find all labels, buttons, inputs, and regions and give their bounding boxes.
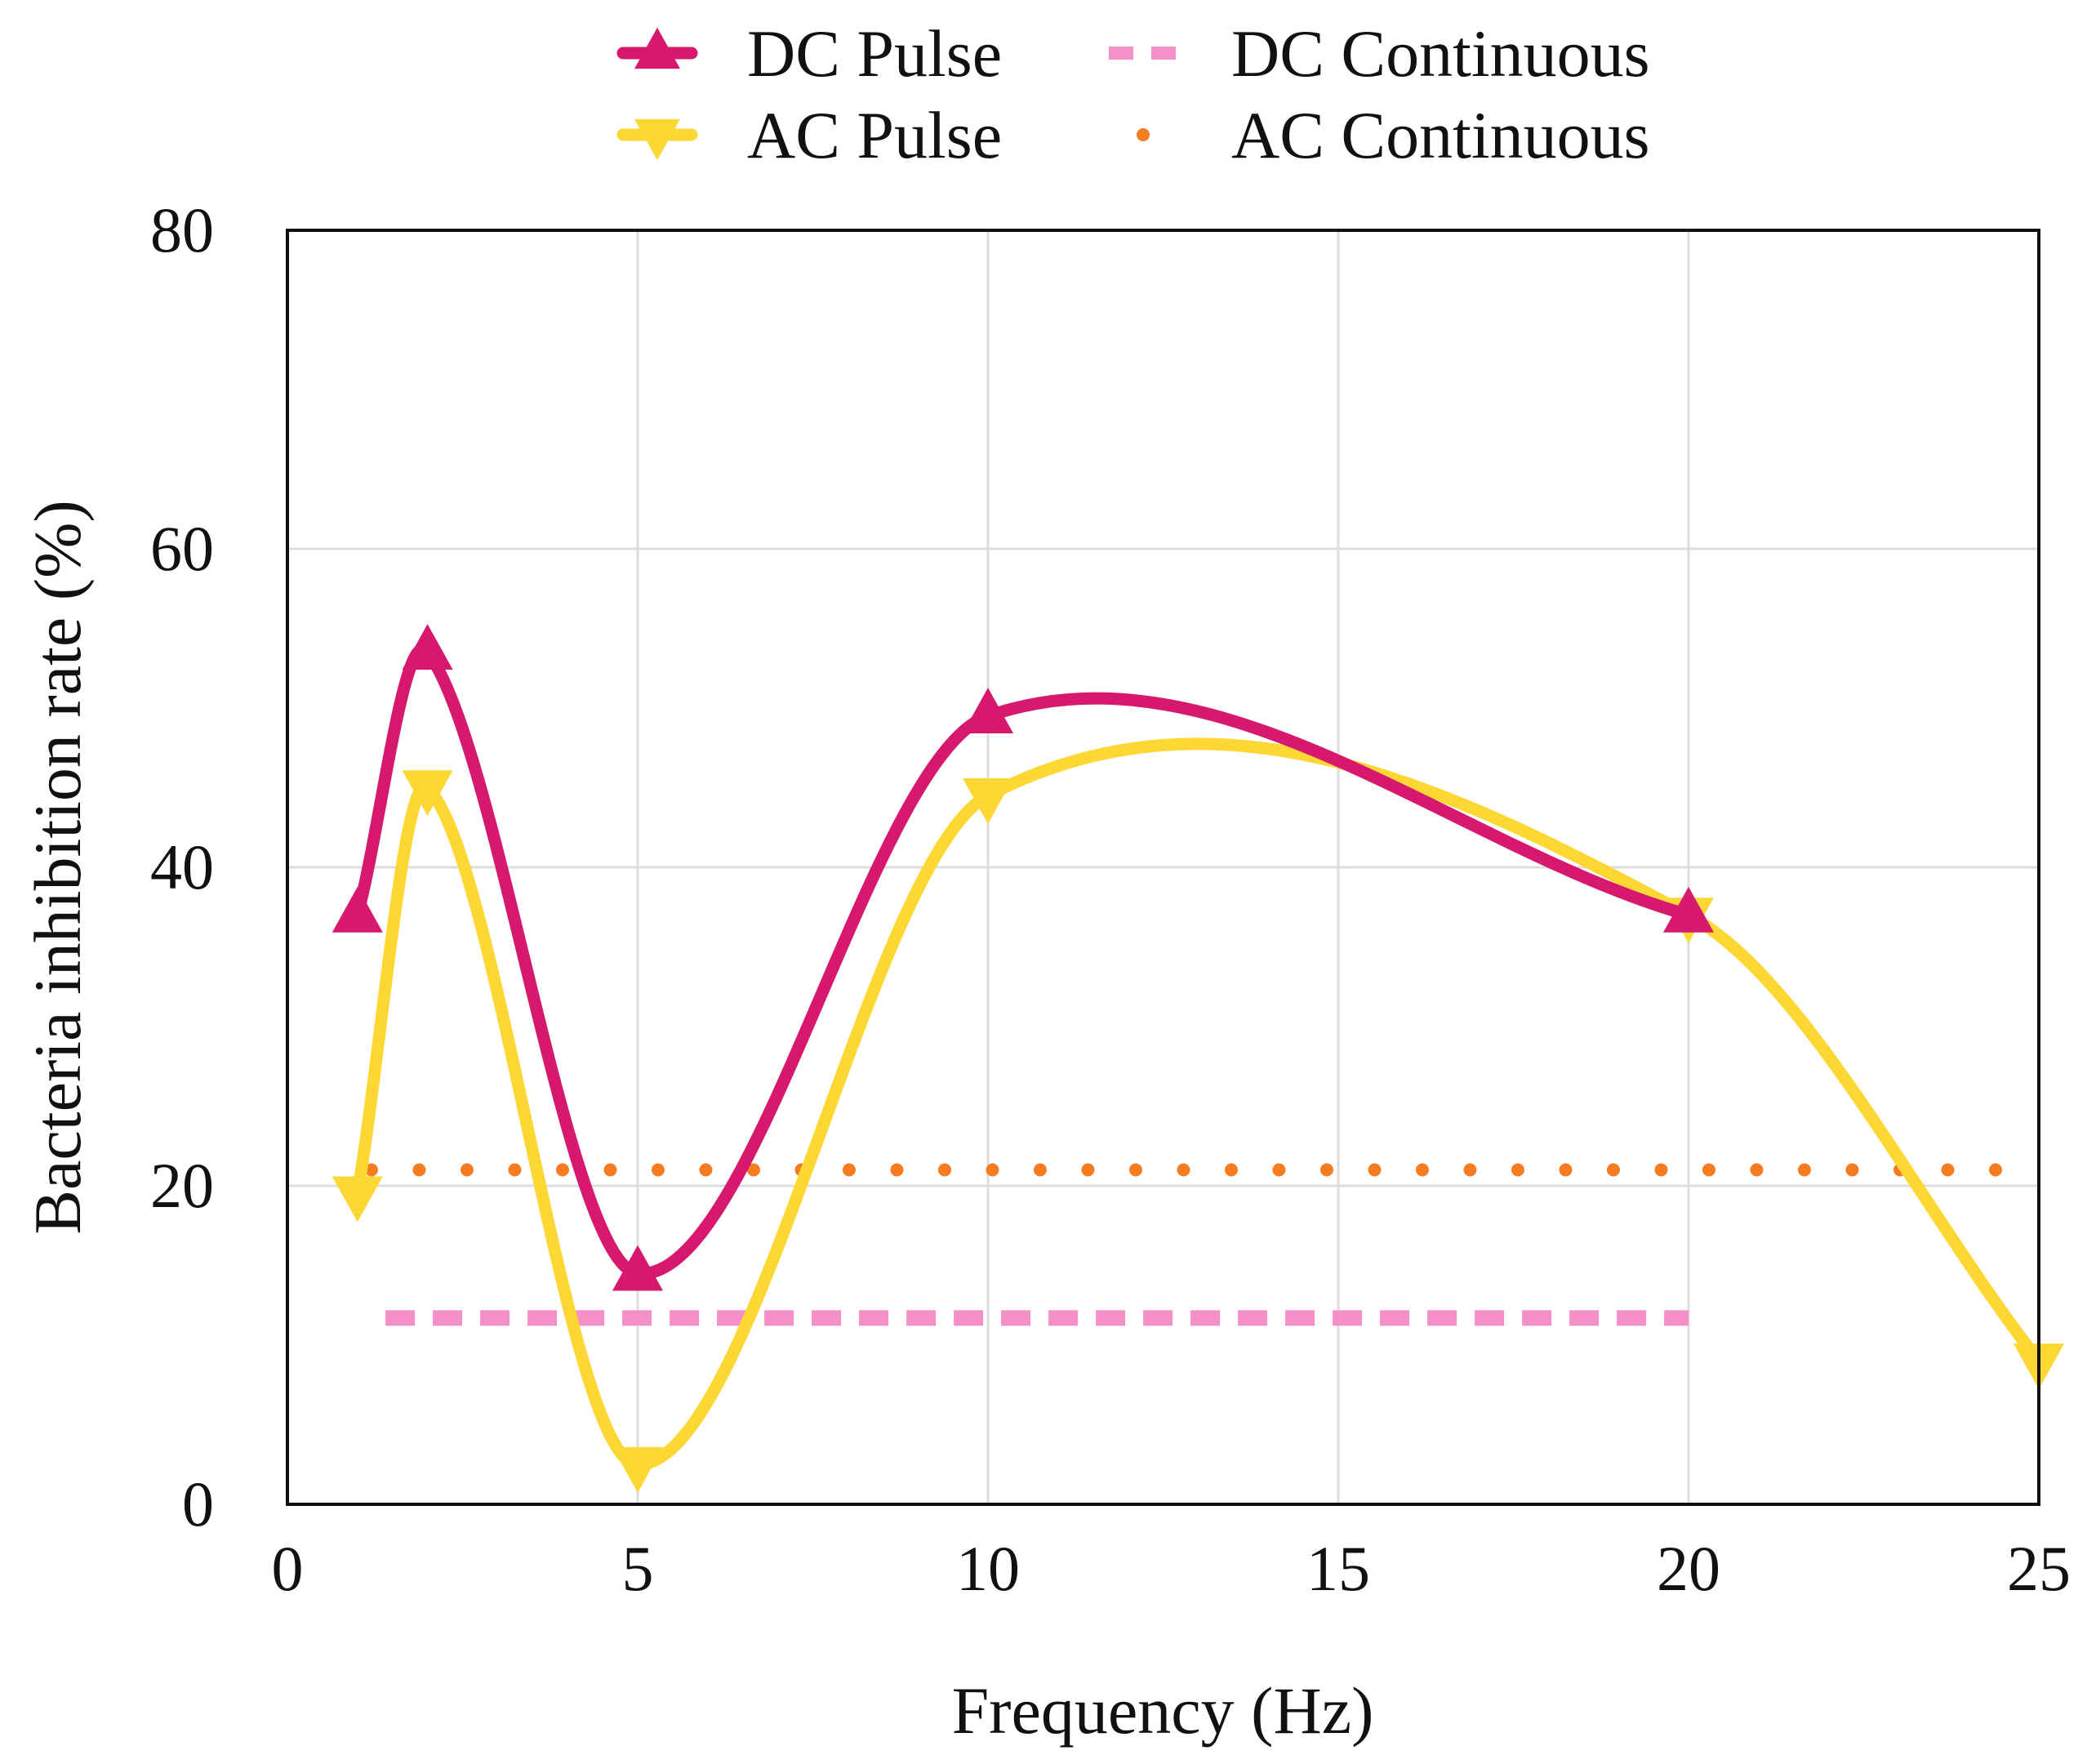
- data-point-dc-pulse: [1663, 886, 1714, 933]
- legend-marker: [634, 118, 680, 161]
- legend-item-ac-continuous: AC Continuous: [1137, 98, 1650, 172]
- legend-marker: [634, 27, 680, 69]
- series-layer: [332, 624, 2064, 1493]
- y-tick-label: 0: [182, 1468, 214, 1539]
- data-point-dc-pulse: [332, 886, 383, 933]
- y-tick-label: 60: [150, 513, 214, 584]
- legend-label: DC Continuous: [1231, 16, 1650, 91]
- y-tick-label: 80: [150, 194, 214, 265]
- x-tick-label: 5: [622, 1533, 654, 1604]
- legend-item-dc-pulse: DC Pulse: [616, 16, 1002, 91]
- x-tick-label: 0: [272, 1533, 304, 1604]
- series-line-ac-pulse: [351, 737, 2045, 1471]
- y-axis-ticks: 0 20 40 60 80: [150, 194, 214, 1539]
- legend-item-dc-continuous: DC Continuous: [1109, 16, 1650, 91]
- data-point-ac-pulse: [332, 1176, 383, 1223]
- series-dc-pulse: [332, 624, 1714, 1291]
- plot-area-frame: [286, 229, 2040, 1506]
- legend-swatch: [1137, 128, 1150, 141]
- legend-item-ac-pulse: AC Pulse: [616, 98, 1002, 172]
- x-tick-label: 10: [956, 1533, 1020, 1604]
- x-axis-title: Frequency (Hz): [952, 1673, 1374, 1748]
- y-tick-label: 40: [150, 831, 214, 902]
- data-point-dc-pulse: [963, 688, 1013, 733]
- legend-label: AC Pulse: [747, 98, 1002, 172]
- legend-label: AC Continuous: [1231, 98, 1650, 172]
- legend-label: DC Pulse: [747, 16, 1002, 91]
- data-point-dc-pulse: [402, 624, 453, 670]
- y-axis-title: Bacteria inhibition rate (%): [20, 500, 95, 1234]
- x-tick-label: 25: [2007, 1533, 2071, 1604]
- data-point-ac-pulse: [612, 1447, 663, 1493]
- series-ac-pulse: [332, 737, 2064, 1493]
- data-point-ac-pulse: [963, 778, 1013, 824]
- x-tick-label: 20: [1657, 1533, 1720, 1604]
- series-line-dc-pulse: [351, 643, 1695, 1280]
- x-tick-label: 15: [1306, 1533, 1370, 1604]
- data-point-dc-pulse: [612, 1245, 663, 1291]
- y-tick-label: 20: [150, 1150, 214, 1221]
- x-axis-ticks: 0 5 10 15 20 25: [272, 1533, 2071, 1604]
- data-point-ac-pulse: [402, 770, 453, 817]
